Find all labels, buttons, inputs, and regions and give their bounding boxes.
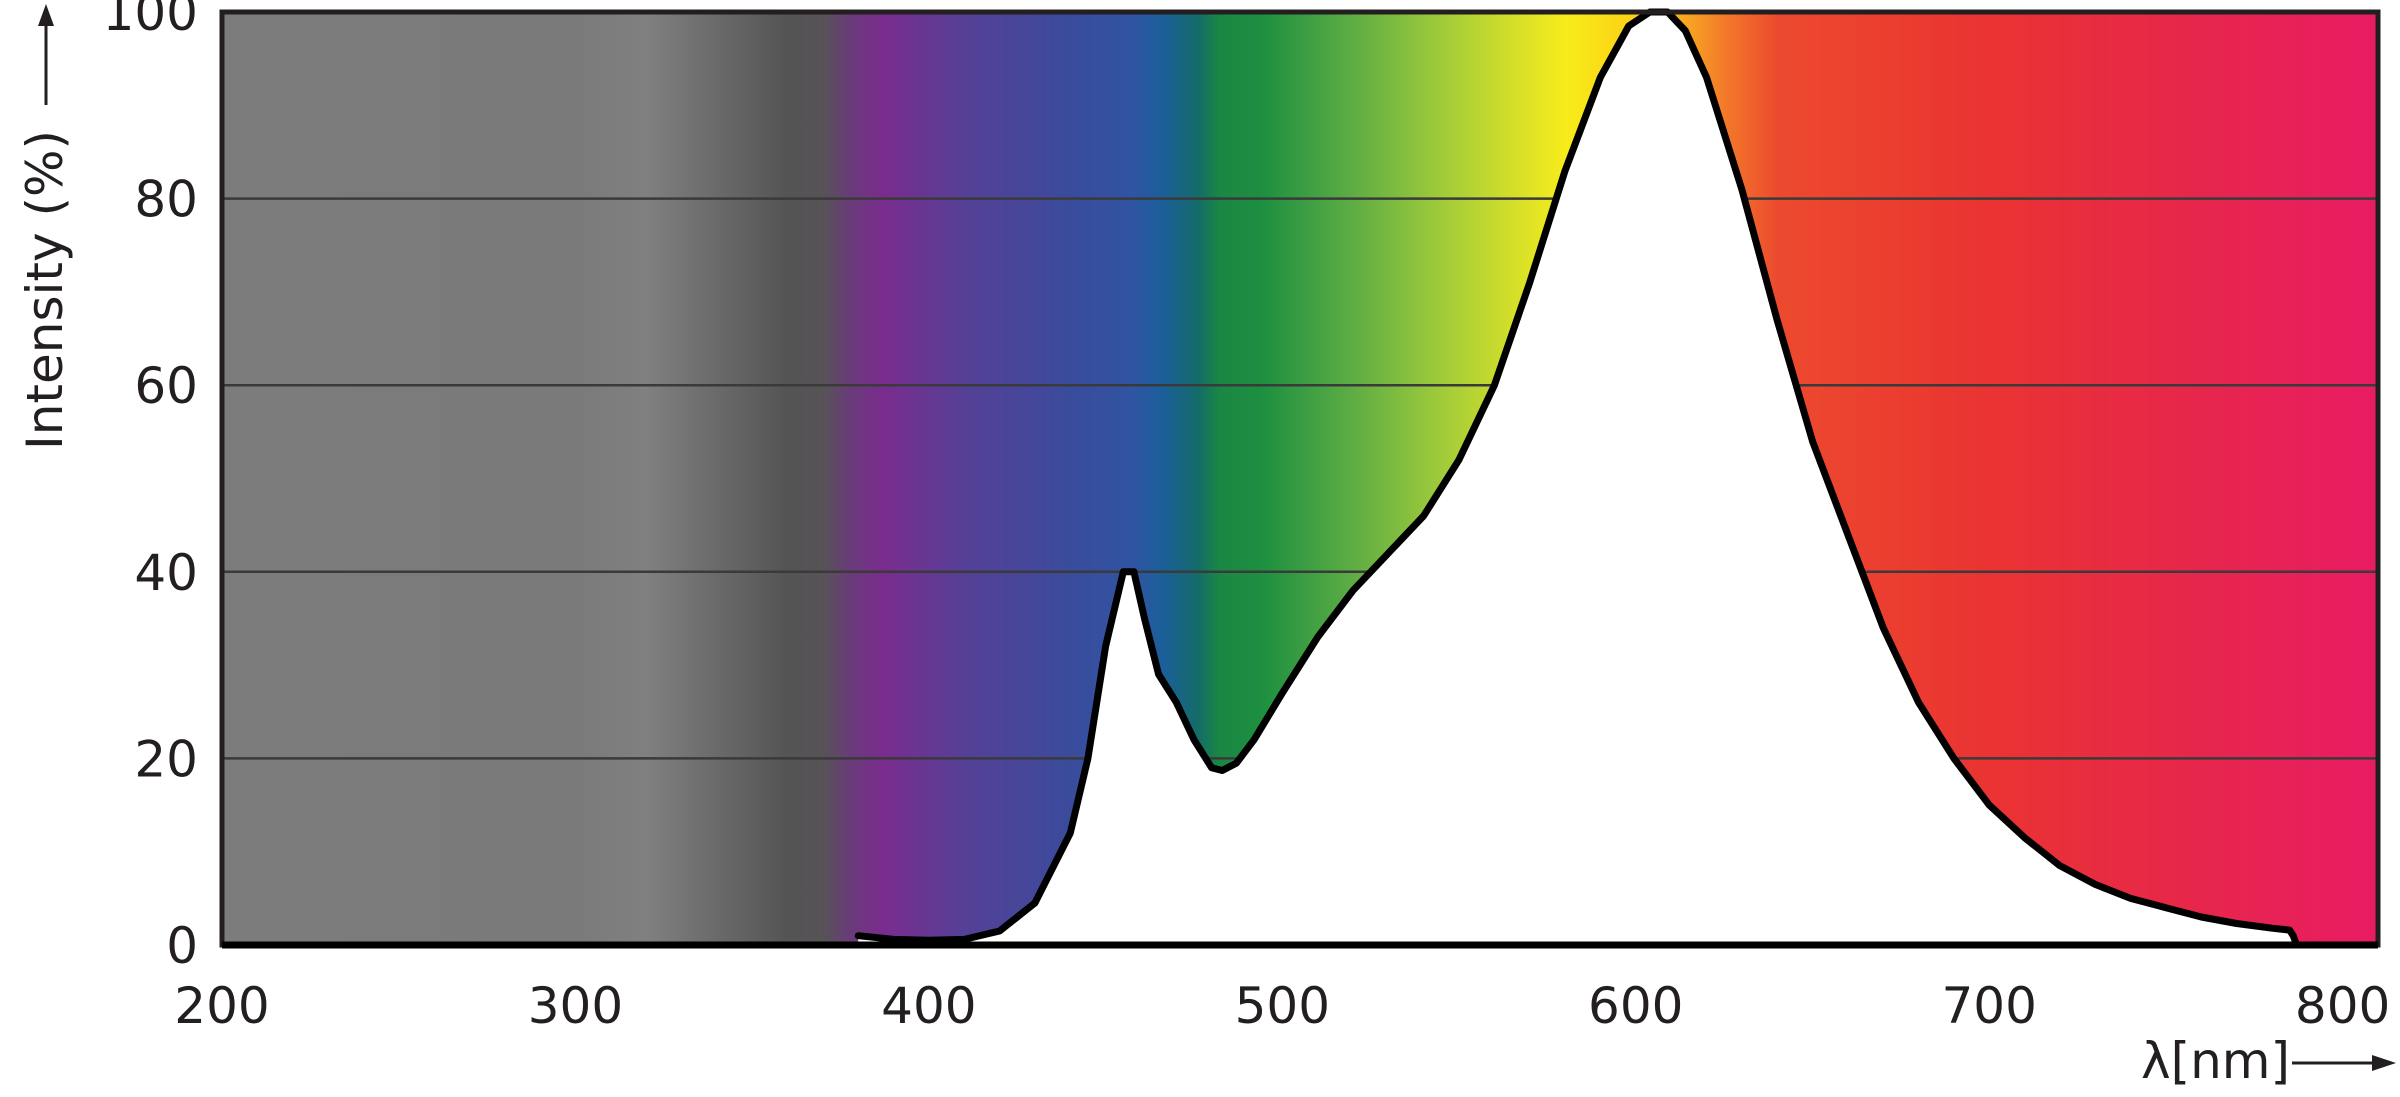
gridlines (222, 197, 2378, 760)
x-tick-label-300: 300 (528, 977, 623, 1035)
x-tick-label-400: 400 (881, 977, 976, 1035)
x-tick-label-500: 500 (1235, 977, 1330, 1035)
x-axis-title: λ[nm] (2141, 1032, 2290, 1090)
y-tick-label-20: 20 (134, 730, 198, 788)
y-axis-arrow-icon (38, 4, 54, 26)
y-tick-labels: 0 20 40 60 80 100 (103, 0, 198, 975)
x-tick-label-800: 800 (2295, 977, 2390, 1035)
y-tick-label-0: 0 (166, 917, 198, 975)
y-tick-label-60: 60 (134, 357, 198, 415)
x-tick-label-600: 600 (1588, 977, 1683, 1035)
x-tick-label-700: 700 (1941, 977, 2036, 1035)
y-tick-label-100: 100 (103, 0, 198, 42)
y-tick-label-80: 80 (134, 171, 198, 229)
y-axis-title: Intensity (%) (16, 130, 74, 450)
y-tick-label-40: 40 (134, 544, 198, 602)
spectrum-series-area (858, 12, 2297, 945)
x-tick-label-200: 200 (174, 977, 269, 1035)
x-axis-title-group: λ[nm] (2141, 1032, 2396, 1090)
y-axis-title-group: Intensity (%) (16, 4, 74, 450)
x-axis-arrow-icon (2372, 1055, 2396, 1071)
spectrum-series-line (854, 8, 2301, 949)
x-tick-labels: 200 300 400 500 600 700 800 (174, 977, 2390, 1035)
